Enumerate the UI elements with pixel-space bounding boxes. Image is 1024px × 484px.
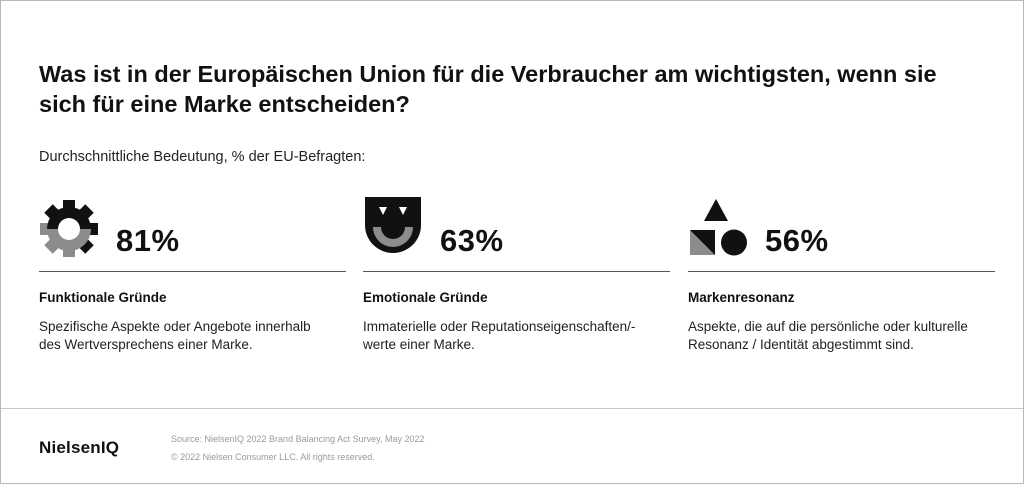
nielseniq-logo: NielsenIQ xyxy=(39,438,120,457)
page-title: Was ist in der Europäischen Union für di… xyxy=(39,61,937,117)
percent-value: 63% xyxy=(440,223,504,258)
category-label: Markenresonanz xyxy=(688,290,795,305)
category-label: Emotionale Gründe xyxy=(363,290,488,305)
category-description: Spezifische Aspekte oder Angebote innerh… xyxy=(39,319,311,352)
smiley-mask-icon xyxy=(365,197,421,253)
percent-value: 56% xyxy=(765,223,829,258)
footer-divider xyxy=(1,408,1023,409)
category-description: Immaterielle oder Reputationseigenschaft… xyxy=(363,319,636,352)
source-note: Source: NielsenIQ 2022 Brand Balancing A… xyxy=(171,434,425,444)
divider xyxy=(363,271,670,272)
shapes-icon xyxy=(690,199,747,256)
copyright-note: © 2022 Nielsen Consumer LLC. All rights … xyxy=(171,452,375,462)
subtitle: Durchschnittliche Bedeutung, % der EU-Be… xyxy=(39,149,366,165)
percent-value: 81% xyxy=(116,223,180,258)
category-description: Aspekte, die auf die persönliche oder ku… xyxy=(688,319,968,352)
category-label: Funktionale Gründe xyxy=(39,290,167,305)
gear-icon xyxy=(40,200,98,257)
divider xyxy=(39,271,346,272)
divider xyxy=(688,271,995,272)
